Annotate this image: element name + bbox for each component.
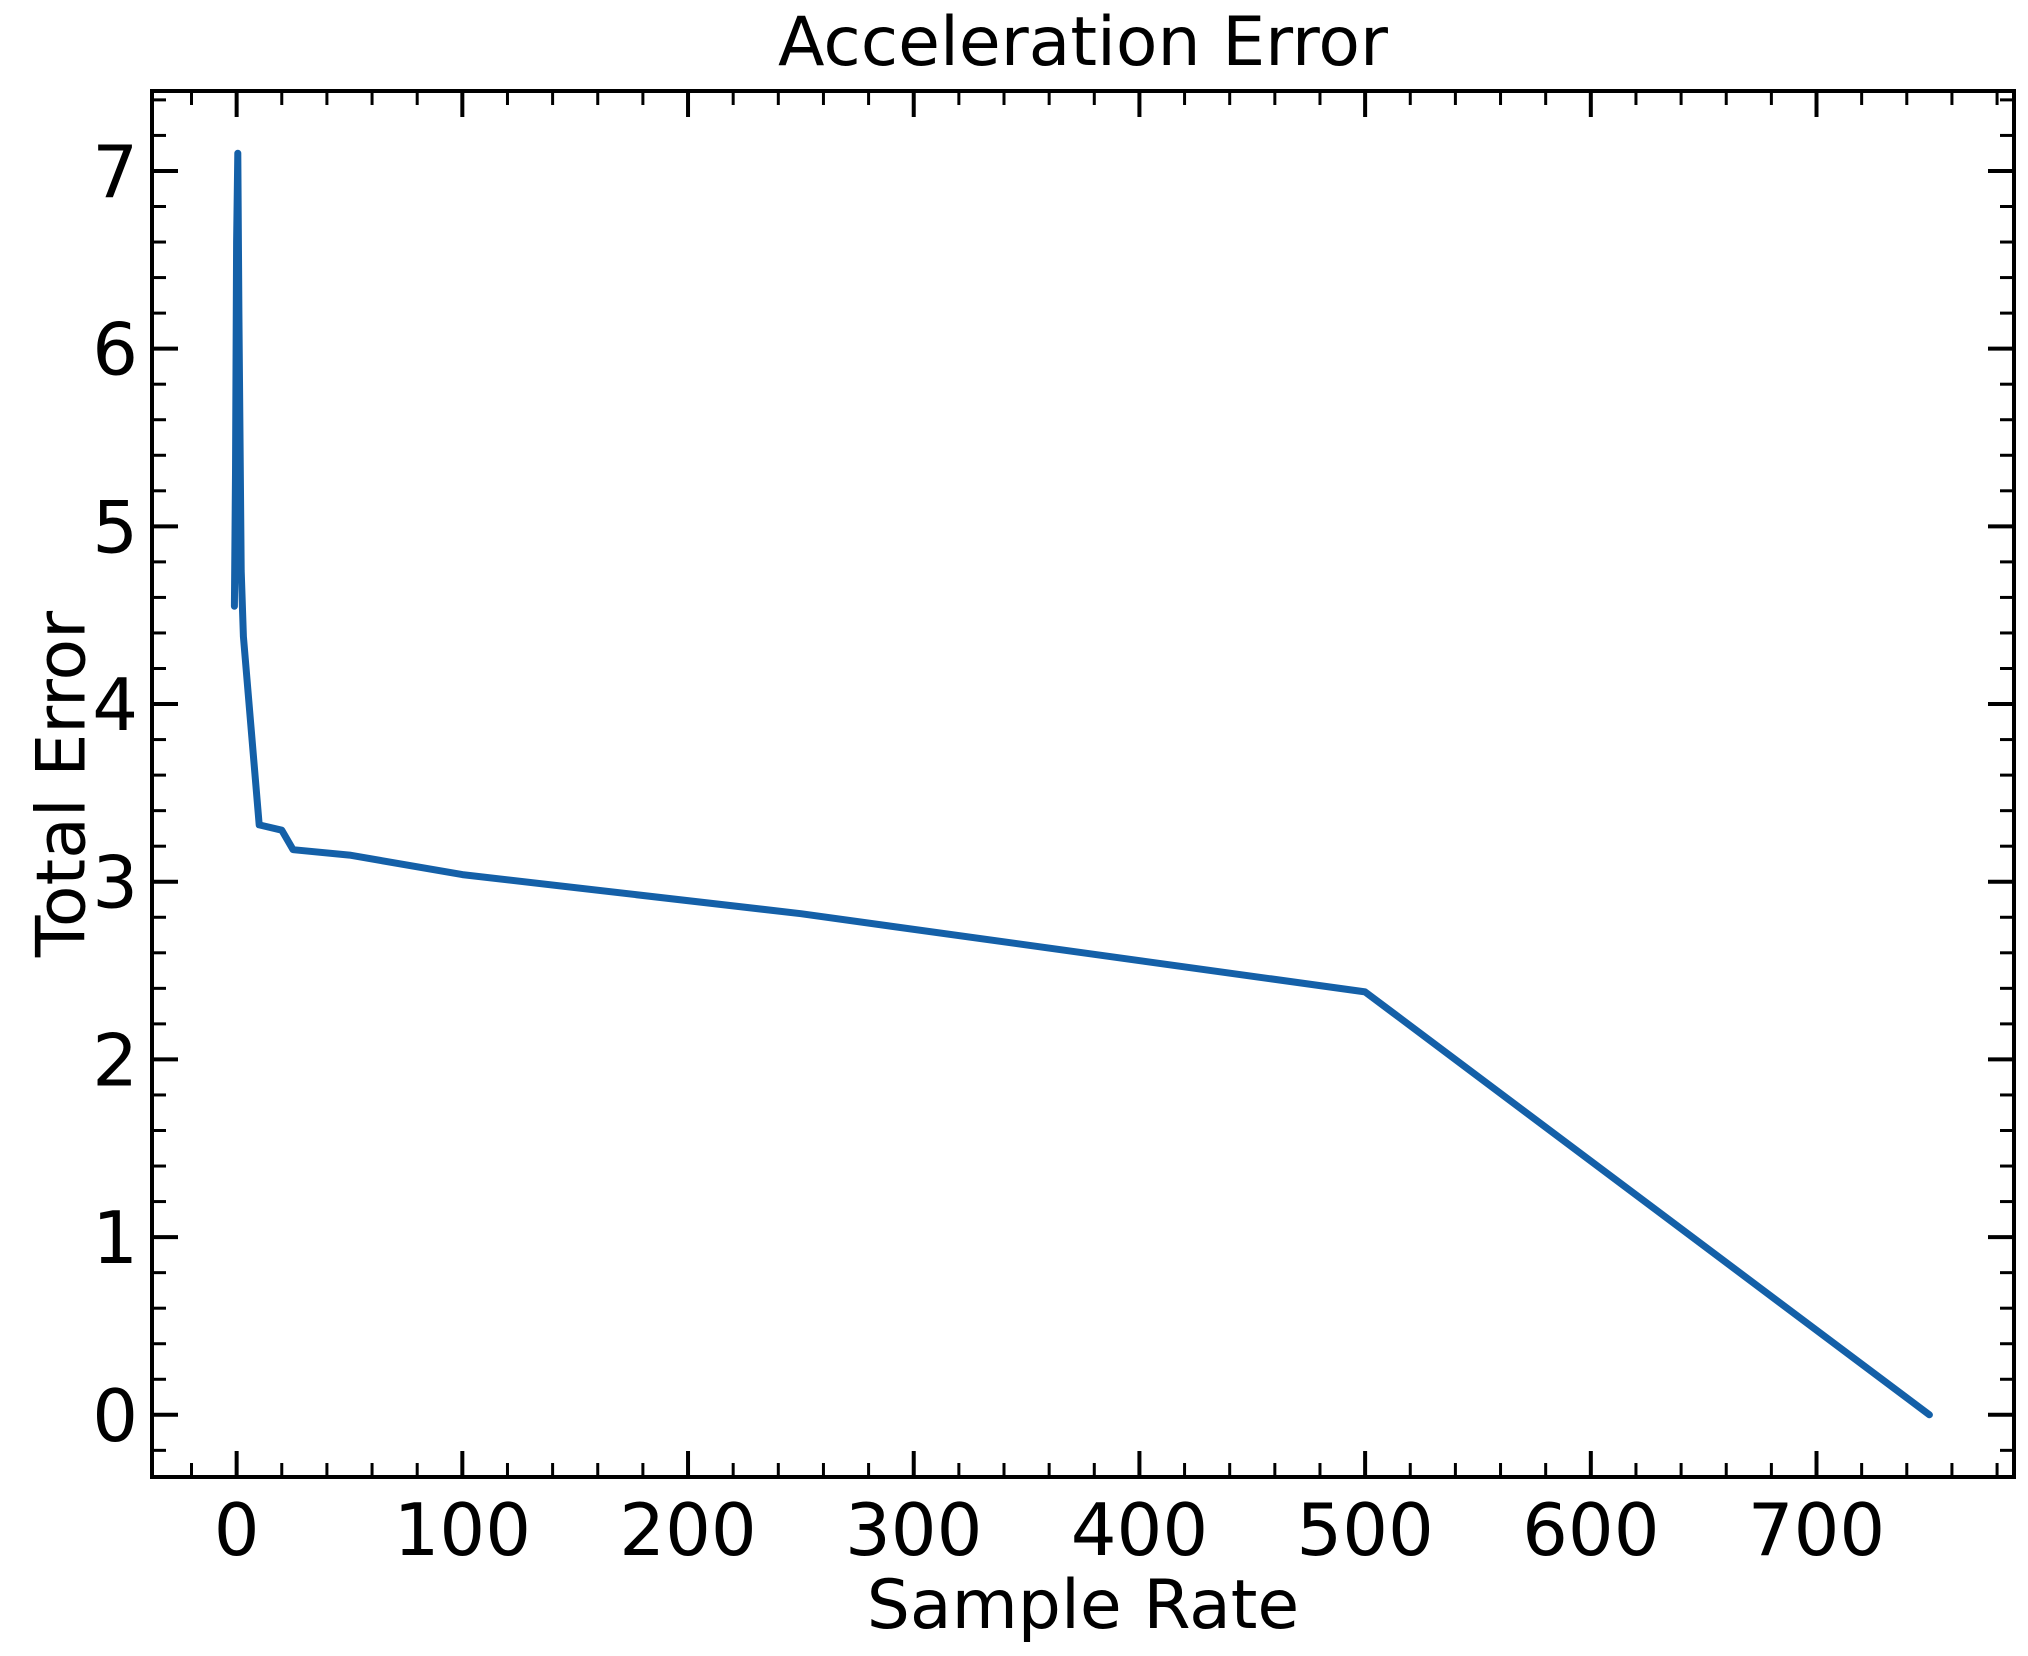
series-line xyxy=(230,149,1933,1419)
y-tick-label: 2 xyxy=(92,1018,138,1102)
y-tick-label: 6 xyxy=(92,308,138,392)
y-tick-label: 5 xyxy=(92,485,138,569)
chart-title: Acceleration Error xyxy=(778,3,1388,82)
x-axis-title: Sample Rate xyxy=(867,1566,1300,1645)
y-tick-label: 4 xyxy=(92,663,138,747)
y-tick-label: 0 xyxy=(92,1374,138,1458)
x-tick-label: 500 xyxy=(1296,1488,1433,1572)
x-tick-label: 100 xyxy=(394,1488,531,1572)
plot-frame xyxy=(150,89,2016,1479)
y-tick-label: 1 xyxy=(92,1196,138,1280)
x-tick-label: 300 xyxy=(845,1488,982,1572)
x-tick-label: 600 xyxy=(1522,1488,1659,1572)
x-tick-label: 700 xyxy=(1748,1488,1885,1572)
x-tick-label: 200 xyxy=(619,1488,756,1572)
y-tick-label: 7 xyxy=(92,130,138,214)
x-tick-label: 400 xyxy=(1071,1488,1208,1572)
y-axis-title: Total Error xyxy=(23,611,102,958)
y-tick-label: 3 xyxy=(92,841,138,925)
tick-labels-layer: 0 100 200 300 400 500 600 700 0 1 2 3 4 5 6 7 xyxy=(92,130,1885,1572)
series-layer xyxy=(230,149,1933,1419)
x-tick-label: 0 xyxy=(214,1488,260,1572)
ticks-layer xyxy=(152,91,2014,1477)
